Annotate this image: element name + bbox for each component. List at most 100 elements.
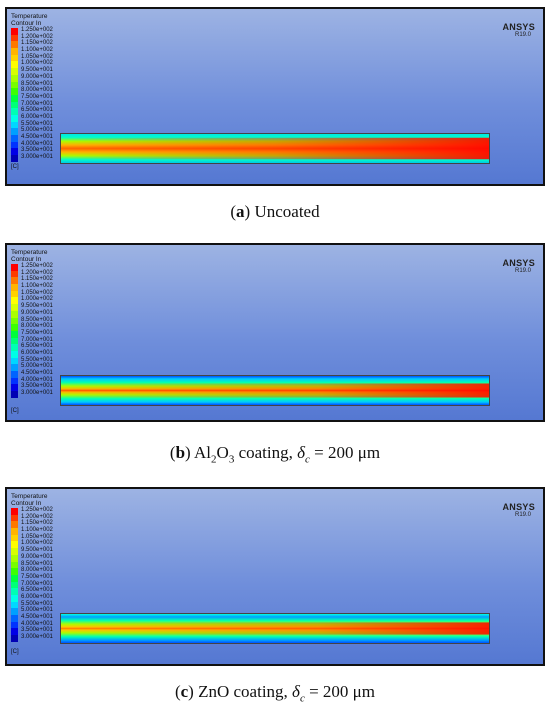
legend-level-label: 8.500e+001 — [21, 316, 53, 323]
legend-swatch — [11, 330, 18, 338]
legend-level-label: 9.000e+001 — [21, 309, 53, 316]
legend-level-label: 8.500e+001 — [21, 560, 53, 567]
unit-label: [C] — [11, 408, 19, 414]
legend-level-label: 6.500e+001 — [21, 343, 53, 350]
legend-level-label: 9.000e+001 — [21, 73, 53, 80]
legend-level-label: 5.000e+001 — [21, 127, 53, 134]
formula-o: O — [216, 443, 229, 462]
legend-level-label: 1.100e+002 — [21, 527, 53, 534]
legend-swatch — [11, 88, 18, 95]
legend-swatch — [11, 304, 18, 311]
legend-level-label: 4.500e+001 — [21, 614, 53, 620]
legend-swatch — [11, 514, 18, 522]
caption-text: Uncoated — [254, 202, 320, 221]
legend-swatch — [11, 34, 18, 42]
legend-swatch — [11, 377, 18, 385]
legend-swatch — [11, 297, 18, 305]
legend-level-label: 7.000e+001 — [21, 580, 53, 587]
legend-level-label: 9.500e+001 — [21, 303, 53, 310]
legend-swatch — [11, 391, 18, 398]
legend-swatch — [11, 534, 18, 542]
legend-swatch — [11, 310, 18, 318]
legend-swatch — [11, 68, 18, 75]
caption-letter: a — [236, 202, 245, 221]
legend-swatch — [11, 290, 18, 298]
legend-level-label: 3.000e+001 — [21, 390, 53, 397]
legend-level-label: 7.500e+001 — [21, 573, 53, 580]
legend-swatch — [11, 344, 18, 351]
legend-swatch — [11, 364, 18, 371]
ansys-version: R19.0 — [514, 32, 531, 38]
legend-title-line1: Temperature — [11, 13, 48, 20]
legend-level-label: 1.000e+002 — [21, 540, 53, 547]
legend-swatch — [11, 114, 18, 122]
legend-level-label: 3.500e+001 — [21, 383, 53, 390]
legend-swatch — [11, 601, 18, 609]
legend-level-label: 6.500e+001 — [21, 107, 53, 114]
formula-sub-3: 3 — [228, 453, 235, 466]
legend-level-label: 1.250e+002 — [21, 27, 53, 33]
contour-panel-b: Temperature Contour In 1.250e+002 1.200e+… — [5, 243, 545, 422]
ansys-logo: ANSYS — [502, 22, 535, 32]
legend-level-label: 4.500e+001 — [21, 134, 53, 140]
legend-swatch — [11, 81, 18, 89]
legend-level-label: 5.500e+001 — [21, 356, 53, 363]
legend-level-label: 5.000e+001 — [21, 363, 53, 370]
legend-level-label: 3.000e+001 — [21, 154, 53, 161]
legend-level-label: 1.100e+002 — [21, 47, 53, 54]
caption-letter: c — [180, 682, 189, 701]
legend-swatch — [11, 61, 18, 69]
legend-level-label: 8.500e+001 — [21, 80, 53, 87]
legend-swatch — [11, 284, 18, 291]
caption-text: coating, — [238, 443, 298, 462]
legend-level-label: 1.250e+002 — [21, 263, 53, 269]
legend-title: Temperature Contour In — [11, 13, 48, 27]
legend-level-label: 6.500e+001 — [21, 587, 53, 594]
legend-level-label: 1.200e+002 — [21, 269, 53, 276]
legend-level-label: 1.200e+002 — [21, 513, 53, 520]
legend-level-label: 1.000e+002 — [21, 60, 53, 67]
legend-swatch — [11, 74, 18, 82]
legend-swatch — [11, 588, 18, 595]
legend-swatch — [11, 324, 18, 331]
legend-swatch — [11, 528, 18, 535]
legend-swatch — [11, 357, 18, 365]
delta-symbol: δ — [292, 682, 300, 701]
delta-subscript: c — [299, 692, 305, 705]
legend-swatch — [11, 41, 18, 49]
legend-level-label: 4.000e+001 — [21, 620, 53, 627]
legend-level-label: 3.500e+001 — [21, 627, 53, 634]
legend-swatch — [11, 94, 18, 102]
delta-value: = 200 μm — [309, 443, 381, 462]
legend-level-label: 1.200e+002 — [21, 33, 53, 40]
legend-title-line1: Temperature — [11, 249, 48, 256]
legend-swatch — [11, 508, 18, 515]
legend-swatch — [11, 548, 18, 555]
unit-label: [C] — [11, 649, 19, 655]
legend-swatch — [11, 615, 18, 622]
legend-swatch — [11, 574, 18, 582]
legend-title-line2: Contour In — [11, 500, 42, 507]
legend-level-label: 7.000e+001 — [21, 100, 53, 107]
unit-label: [C] — [11, 164, 19, 170]
legend-swatch — [11, 337, 18, 345]
delta-subscript: c — [305, 453, 310, 466]
legend-swatch — [11, 141, 18, 149]
legend-swatch — [11, 554, 18, 562]
legend-swatch — [11, 148, 18, 156]
legend-swatch — [11, 594, 18, 602]
legend-swatch — [11, 108, 18, 115]
legend-title-line1: Temperature — [11, 493, 48, 500]
contour-panel-c: Temperature Contour In 1.250e+002 1.200e+… — [5, 487, 545, 666]
legend-level-label: 7.500e+001 — [21, 329, 53, 336]
legend-level-label: 1.050e+002 — [21, 53, 53, 60]
delta-value: = 200 μm — [304, 682, 376, 701]
legend-level-label: 4.000e+001 — [21, 140, 53, 147]
legend-level-label: 1.150e+002 — [21, 276, 53, 283]
ansys-logo: ANSYS — [502, 502, 535, 512]
caption-a: (a) Uncoated — [230, 202, 320, 221]
legend-swatch — [11, 155, 18, 162]
legend-level-label: 5.000e+001 — [21, 607, 53, 614]
legend-swatch — [11, 135, 18, 142]
legend-swatch — [11, 121, 18, 129]
